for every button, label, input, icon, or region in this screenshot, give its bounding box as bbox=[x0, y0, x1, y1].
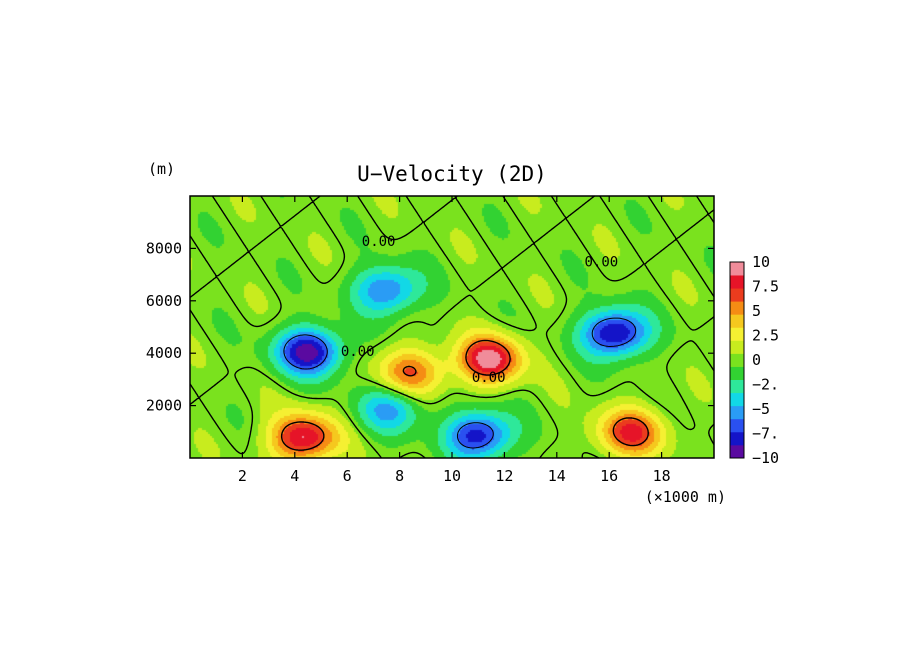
colorbar-swatch bbox=[730, 327, 744, 341]
x-tick-label: 2 bbox=[238, 467, 247, 485]
y-tick-label: 2000 bbox=[146, 397, 182, 415]
x-tick-label: 10 bbox=[443, 467, 461, 485]
y-tick-label: 4000 bbox=[146, 344, 182, 362]
contour-label: 0.00 bbox=[362, 234, 396, 250]
colorbar-tick-label: −7. bbox=[752, 425, 779, 443]
colorbar-tick-label: 5 bbox=[752, 302, 761, 320]
colorbar-swatch bbox=[730, 288, 744, 302]
y-tick-label: 6000 bbox=[146, 292, 182, 310]
colorbar-tick-label: −2. bbox=[752, 376, 779, 394]
colorbar-swatch bbox=[730, 379, 744, 394]
x-tick-label: 16 bbox=[600, 467, 618, 485]
contour-label: 0.00 bbox=[584, 255, 618, 271]
x-tick-label: 4 bbox=[290, 467, 299, 485]
contour-lines bbox=[189, 195, 715, 459]
x-axis-ticks: 2 4 6 8 10 12 14 16 18 bbox=[238, 196, 671, 485]
x-tick-label: 14 bbox=[548, 467, 566, 485]
x-axis-label: (×1000 m) bbox=[645, 488, 726, 506]
y-axis-label: (m) bbox=[148, 160, 175, 178]
colorbar-swatch bbox=[730, 431, 744, 446]
colorbar-tick-label: 10 bbox=[752, 253, 770, 271]
colorbar-swatch bbox=[730, 301, 744, 315]
colorbar: 10 7.5 5 2.5 0 −2. −5 −7. −10 bbox=[729, 253, 779, 467]
colorbar-swatch bbox=[730, 405, 744, 420]
colorbar-tick-label: 0 bbox=[752, 351, 761, 369]
colorbar-swatch bbox=[730, 314, 744, 328]
contour-line bbox=[189, 195, 715, 459]
x-tick-label: 8 bbox=[395, 467, 404, 485]
colorbar-swatch bbox=[730, 392, 744, 407]
colorbar-swatch bbox=[730, 353, 744, 367]
contour-label: 0.00 bbox=[341, 344, 375, 360]
colorbar-swatch bbox=[730, 340, 744, 354]
chart-title: U−Velocity (2D) bbox=[357, 162, 547, 186]
x-tick-label: 6 bbox=[343, 467, 352, 485]
y-tick-label: 8000 bbox=[146, 239, 182, 257]
colorbar-frame bbox=[729, 261, 745, 459]
contour-line bbox=[280, 339, 649, 451]
colorbar-swatch bbox=[730, 366, 744, 380]
y-axis-ticks: 2000 4000 6000 8000 bbox=[146, 239, 714, 415]
colorbar-swatch bbox=[730, 418, 744, 433]
colorbar-tick-label: −5 bbox=[752, 400, 770, 418]
colorbar-tick-label: 2.5 bbox=[752, 327, 779, 345]
colorbar-swatch bbox=[730, 275, 744, 289]
x-tick-label: 12 bbox=[495, 467, 513, 485]
colorbar-swatch bbox=[730, 444, 744, 459]
colorbar-tick-label: −10 bbox=[752, 449, 779, 467]
contour-line bbox=[283, 317, 637, 449]
x-tick-label: 18 bbox=[653, 467, 671, 485]
contour-labels: 0.00 0.00 0.00 0.00 bbox=[341, 234, 618, 386]
contour-label: 0.00 bbox=[472, 370, 506, 386]
heatmap-field bbox=[190, 196, 714, 458]
colorbar-tick-label: 7.5 bbox=[752, 278, 779, 296]
colorbar-swatch bbox=[730, 262, 744, 276]
